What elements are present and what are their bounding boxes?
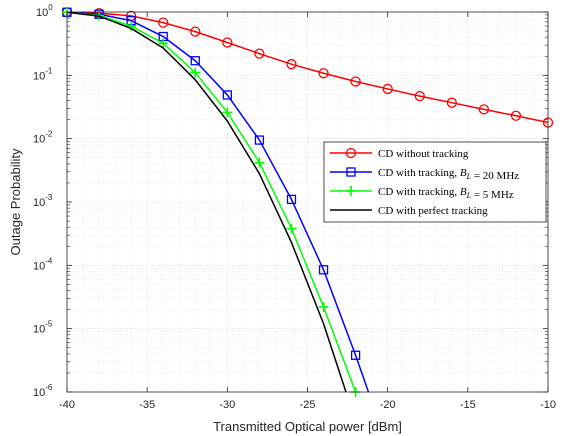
legend-label-part: CD without tracking [378,148,469,160]
data-point [254,48,265,59]
y-tick-label: 10-3 [33,193,53,209]
y-tick-exponent: -5 [45,320,53,329]
y-tick-exponent: -1 [45,66,53,75]
data-point [190,26,201,37]
legend-entry: CD with tracking, BL = 5 MHz [330,186,514,201]
data-point [158,38,169,49]
data-point [318,265,329,275]
y-tick-base: 10 [33,197,45,209]
data-point [350,350,361,360]
legend-label: CD with tracking, BL = 20 MHz [378,167,519,182]
y-tick-exponent: -6 [45,383,53,392]
legend: CD without tracking CD with tracking, BL … [323,141,547,223]
y-tick-label: 10-1 [33,66,53,82]
legend-label: CD with tracking, BL = 5 MHz [378,186,514,201]
legend-label-part: CD with tracking, [378,186,460,198]
series-3 [62,7,361,397]
data-point [478,104,490,115]
y-tick-label: 10-6 [33,383,53,399]
y-tick-base: 10 [33,260,45,272]
legend-entry: CD with tracking, BL = 20 MHz [330,167,519,182]
legend-label-part: L [466,191,472,200]
legend-label-part: CD with perfect tracking [378,205,488,217]
legend-marker [346,167,356,177]
data-point [254,157,265,168]
x-tick-label: -15 [460,399,476,411]
data-point [318,68,329,79]
x-tick-label: -25 [300,399,316,411]
data-point [286,194,297,205]
data-point [414,90,425,102]
y-tick-exponent: -3 [45,193,53,202]
data-point [382,83,393,95]
y-tick-label: 10-5 [33,320,53,336]
y-axis-label: Outage Probability [8,148,23,255]
legend-label-part: = 20 MHz [471,170,519,182]
legend-label-part: CD with tracking, [378,167,460,179]
data-point [126,21,137,32]
y-tick-exponent: -4 [45,256,53,265]
legend-marker [345,147,357,159]
legend-label-part: B [460,167,467,179]
series-line [66,11,370,393]
y-tick-label: 10-4 [33,256,53,272]
data-point [510,110,522,121]
legend-label-part: = 5 MHz [471,189,514,201]
y-tick-base: 10 [33,70,45,82]
data-point [222,37,233,48]
legend-label-part: L [466,172,472,181]
series-layer [61,7,554,397]
data-point [254,135,265,145]
y-tick-base: 10 [33,134,45,146]
y-tick-label: 10-2 [33,130,53,146]
x-tick-label: -10 [540,399,556,411]
data-point [190,56,200,66]
series-line [66,11,357,393]
series-line [66,11,347,393]
legend-box [323,141,547,223]
legend-entry: CD with perfect tracking [330,205,488,217]
data-point [446,97,457,108]
data-point [286,59,297,70]
data-point [158,17,169,28]
x-tick-label: -20 [380,399,396,411]
y-tick-base: 10 [33,387,45,399]
legend-label: CD without tracking [378,148,469,160]
data-point [350,76,361,87]
legend-marker [346,186,356,196]
y-tick-base: 10 [36,7,48,19]
legend-entry: CD without tracking [330,147,469,160]
series-4 [66,11,347,393]
data-point [286,223,297,234]
data-point [190,67,201,78]
legend-label: CD with perfect tracking [378,205,488,217]
series-1 [61,7,554,128]
x-tick-label: -40 [59,399,75,411]
data-point [318,301,329,312]
y-tick-exponent: -2 [45,130,53,139]
y-tick-exponent: 0 [48,3,53,12]
x-tick-label: -35 [139,399,155,411]
data-point [222,107,233,118]
data-point [222,90,232,100]
x-axis-label: Transmitted Optical power [dBm] [213,419,402,434]
y-tick-base: 10 [33,324,45,336]
x-tick-label: -30 [219,399,235,411]
legend-label-part: B [460,186,467,198]
axis-ticks: -40 -35 -30 -25 -20 -15 -1010010-110-210-310-4… [33,3,556,411]
series-line [66,11,549,124]
y-tick-label: 100 [36,3,53,19]
